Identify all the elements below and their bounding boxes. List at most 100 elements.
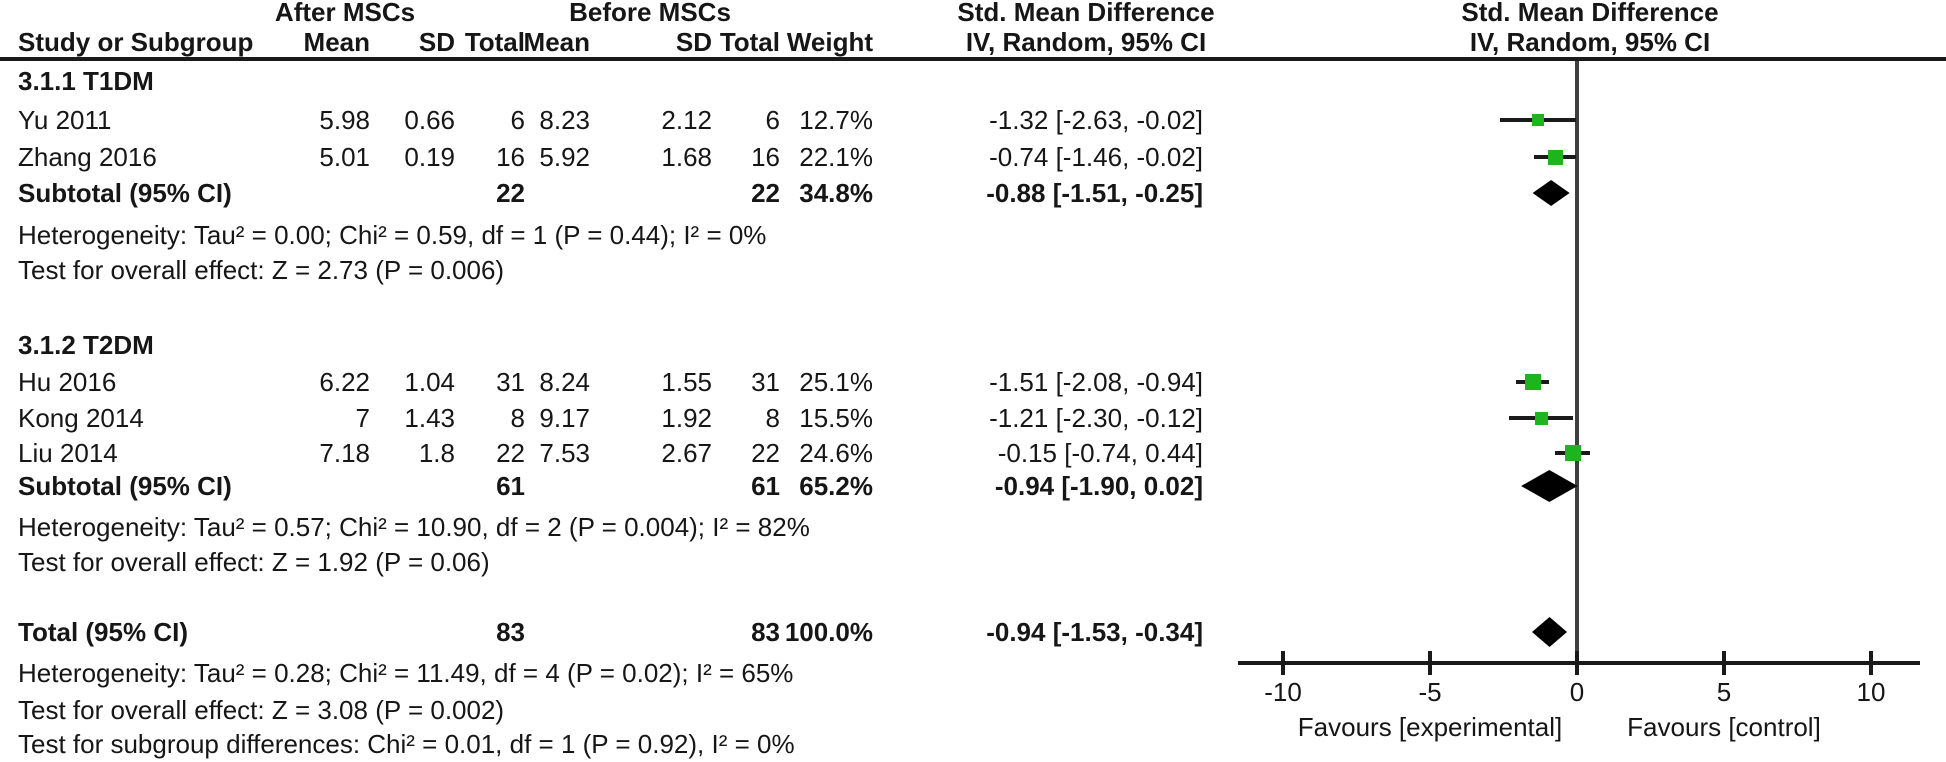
study-row-sd1: 1.04 [404,367,455,397]
heterogeneity-note: Heterogeneity: Tau² = 0.00; Chi² = 0.59,… [18,220,767,250]
subgroup-difference-note: Test for subgroup differences: Chi² = 0.… [18,729,795,759]
subgroup-title: 3.1.2 T2DM [18,330,154,360]
axis-tick-label: -5 [1418,677,1442,707]
col-header-total-after: Total [464,27,525,57]
total-row-weight: 100.0% [784,617,873,647]
subgroup-title: 3.1.1 T1DM [18,66,154,96]
study-row-mean2: 8.24 [539,367,590,397]
col-header-total-before: Total [719,27,780,57]
study-row-sd2: 2.12 [661,105,712,135]
subtotal-diamond [1521,470,1578,502]
axis-tick [1722,651,1726,675]
effect-square [1534,411,1548,425]
col-group-smd-text: Std. Mean Difference [957,0,1215,27]
study-row-total2: 8 [765,403,780,433]
subtotal-row-ci_text: -0.94 [-1.90, 0.02] [994,471,1203,501]
axis-tick-label: -10 [1264,677,1302,707]
study-row-sd2: 1.68 [661,142,712,172]
col-header-sd-before: SD [675,27,712,57]
study-row-mean1: 7 [355,403,370,433]
plot-header-smd: Std. Mean Difference [1461,0,1719,27]
study-row-mean1: 7.18 [319,438,370,468]
effect-square [1564,445,1581,461]
x-axis-line [1238,661,1920,665]
total-row-total2: 83 [751,617,780,647]
study-row-label: Kong 2014 [18,403,144,433]
subtotal-row-ci_text: -0.88 [-1.51, -0.25] [986,178,1203,208]
axis-tick [1869,651,1873,675]
col-header-mean-before: Mean [523,27,590,57]
overall-effect-note: Test for overall effect: Z = 2.73 (P = 0… [18,255,505,285]
study-row-weight: 24.6% [799,438,873,468]
study-row-mean2: 8.23 [539,105,590,135]
study-row-total2: 16 [751,142,780,172]
study-row-mean2: 5.92 [539,142,590,172]
study-row-ci_text: -1.32 [-2.63, -0.02] [989,105,1203,135]
header-underline [0,57,1946,61]
study-row-mean2: 9.17 [539,403,590,433]
study-row-ci_text: -1.51 [-2.08, -0.94] [989,367,1203,397]
total-row-ci_text: -0.94 [-1.53, -0.34] [986,617,1203,647]
subtotal-row-weight: 34.8% [799,178,873,208]
favours-experimental-label: Favours [experimental] [1297,712,1563,742]
subtotal-row-label: Subtotal (95% CI) [18,178,232,208]
heterogeneity-note: Heterogeneity: Tau² = 0.57; Chi² = 10.90… [18,512,810,542]
study-row-sd1: 1.8 [418,438,455,468]
plot-header-iv-random: IV, Random, 95% CI [1469,27,1711,57]
study-row-label: Liu 2014 [18,438,118,468]
subtotal-row-label: Subtotal (95% CI) [18,471,232,501]
subtotal-row-total2: 22 [751,178,780,208]
axis-tick-label: 5 [1716,677,1732,707]
study-row-label: Zhang 2016 [18,142,157,172]
total-row-label: Total (95% CI) [18,617,188,647]
study-row-mean1: 5.01 [319,142,370,172]
subtotal-row-weight: 65.2% [799,471,873,501]
study-row-total1: 8 [510,403,525,433]
study-row-weight: 15.5% [799,403,873,433]
total-overall-effect-note: Test for overall effect: Z = 3.08 (P = 0… [18,695,505,725]
study-row-total1: 31 [496,367,525,397]
col-group-before-mscs: Before MSCs [569,0,731,27]
col-header-study: Study or Subgroup [18,27,254,57]
favours-control-label: Favours [control] [1627,712,1821,742]
effect-square [1547,149,1563,165]
study-row-ci_text: -0.74 [-1.46, -0.02] [989,142,1203,172]
col-group-after-mscs: After MSCs [274,0,416,27]
axis-tick [1575,651,1579,675]
overall-effect-note: Test for overall effect: Z = 1.92 (P = 0… [18,547,490,577]
effect-square [1524,374,1541,390]
study-row-sd1: 0.19 [404,142,455,172]
study-row-mean1: 6.22 [319,367,370,397]
study-row-label: Hu 2016 [18,367,117,397]
col-header-weight: Weight [786,27,873,57]
study-row-sd2: 1.92 [661,403,712,433]
study-row-weight: 22.1% [799,142,873,172]
subtotal-diamond [1532,180,1570,206]
col-header-sd-after: SD [418,27,455,57]
col-header-mean-after: Mean [303,27,370,57]
study-row-sd1: 0.66 [404,105,455,135]
study-row-mean2: 7.53 [539,438,590,468]
subtotal-row-total2: 61 [751,471,780,501]
total-diamond [1532,617,1567,647]
total-row-total1: 83 [496,617,525,647]
zero-line [1575,61,1579,665]
study-row-total1: 16 [496,142,525,172]
axis-tick [1281,651,1285,675]
study-row-total1: 6 [510,105,525,135]
axis-tick-label: 0 [1569,677,1585,707]
study-row-sd1: 1.43 [404,403,455,433]
study-row-total2: 22 [751,438,780,468]
study-row-sd2: 2.67 [661,438,712,468]
total-heterogeneity-note: Heterogeneity: Tau² = 0.28; Chi² = 11.49… [18,658,794,688]
study-row-total2: 6 [765,105,780,135]
study-row-ci_text: -1.21 [-2.30, -0.12] [989,403,1203,433]
study-row-weight: 12.7% [799,105,873,135]
study-row-weight: 25.1% [799,367,873,397]
subtotal-row-total1: 22 [496,178,525,208]
study-row-total1: 22 [496,438,525,468]
axis-tick [1428,651,1432,675]
study-row-label: Yu 2011 [18,105,112,135]
study-row-mean1: 5.98 [319,105,370,135]
